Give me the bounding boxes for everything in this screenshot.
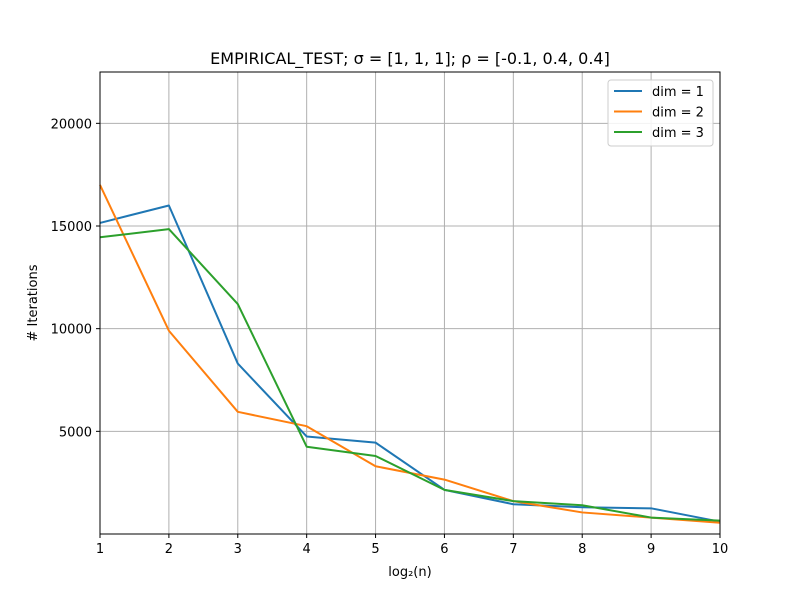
x-tick-label: 1 [96,542,104,557]
legend-label: dim = 3 [652,126,704,141]
x-tick-label: 4 [303,542,311,557]
x-axis: 1 2 3 4 5 6 7 8 9 10 [96,534,728,557]
x-tick-label: 10 [712,542,729,557]
y-tick-label: 5000 [59,425,92,440]
x-tick-label: 8 [578,542,586,557]
legend-label: dim = 1 [652,85,704,100]
legend: dim = 1 dim = 2 dim = 3 [607,79,714,147]
legend-box [607,79,714,147]
legend-label: dim = 2 [652,106,704,121]
y-tick-label: 20000 [51,117,92,132]
plot-frame [99,71,721,535]
y-axis: 5000 10000 15000 20000 [51,117,100,440]
x-tick-label: 3 [234,542,242,557]
x-tick-label: 7 [509,542,517,557]
series-line-dim-3 [99,228,721,522]
x-tick-label: 6 [440,542,448,557]
series-lines [99,184,721,524]
y-axis-label: # Iterations [26,264,41,341]
chart-title: EMPIRICAL_TEST; σ = [1, 1, 1]; ρ = [-0.1… [210,49,610,69]
x-axis-label: log₂(n) [388,565,431,580]
x-tick-label: 5 [371,542,379,557]
y-tick-label: 15000 [51,220,92,235]
x-tick-label: 9 [647,542,655,557]
x-tick-label: 2 [165,542,173,557]
series-line-dim-1 [99,204,721,523]
y-tick-label: 10000 [51,323,92,338]
